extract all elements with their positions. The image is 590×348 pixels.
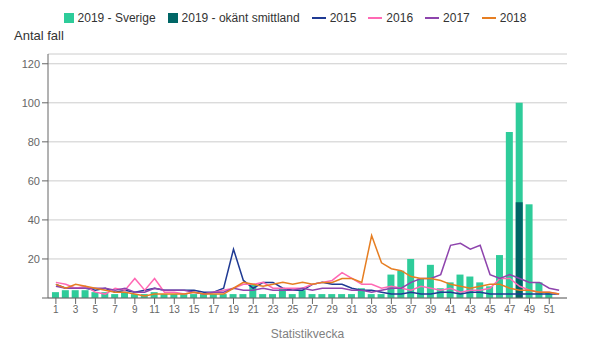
html-text:2015: 2015	[329, 11, 357, 25]
svg-text:33: 33	[366, 304, 378, 315]
svg-text:11: 11	[149, 304, 160, 315]
html-text:2016: 2016	[386, 11, 414, 25]
svg-text:25: 25	[287, 304, 299, 315]
svg-text:5: 5	[93, 304, 99, 315]
svg-text:21: 21	[248, 304, 260, 315]
svg-text:Statistikvecka: Statistikvecka	[271, 327, 345, 338]
html-text:2019 - okänt smittland: 2019 - okänt smittland	[181, 11, 300, 25]
svg-text:47: 47	[504, 304, 516, 315]
svg-text:43: 43	[465, 304, 477, 315]
svg-text:31: 31	[346, 304, 358, 315]
svg-text:29: 29	[327, 304, 339, 315]
html-text:2017: 2017	[443, 11, 470, 25]
svg-text:37: 37	[406, 304, 418, 315]
svg-text:9: 9	[132, 304, 138, 315]
svg-text:45: 45	[484, 304, 496, 315]
svg-text:19: 19	[228, 304, 240, 315]
svg-text:80: 80	[28, 136, 40, 148]
html-text:2019 - Sverige: 2019 - Sverige	[77, 11, 156, 25]
svg-text:20: 20	[28, 253, 40, 265]
html-text:Antal fall: Antal fall	[14, 28, 64, 43]
svg-text:100: 100	[22, 97, 40, 109]
svg-text:40: 40	[28, 214, 40, 226]
svg-text:7: 7	[112, 304, 118, 315]
svg-text:60: 60	[28, 175, 40, 187]
svg-text:17: 17	[208, 304, 220, 315]
svg-text:1: 1	[53, 304, 59, 315]
svg-text:15: 15	[188, 304, 200, 315]
svg-text:39: 39	[425, 304, 437, 315]
svg-text:35: 35	[386, 304, 398, 315]
svg-text:3: 3	[73, 304, 79, 315]
svg-text:51: 51	[544, 304, 556, 315]
svg-text:27: 27	[307, 304, 319, 315]
svg-text:13: 13	[169, 304, 181, 315]
html-text:2018: 2018	[499, 11, 527, 25]
svg-text:49: 49	[524, 304, 536, 315]
svg-text:120: 120	[22, 58, 40, 70]
svg-text:41: 41	[445, 304, 457, 315]
svg-text:23: 23	[267, 304, 279, 315]
